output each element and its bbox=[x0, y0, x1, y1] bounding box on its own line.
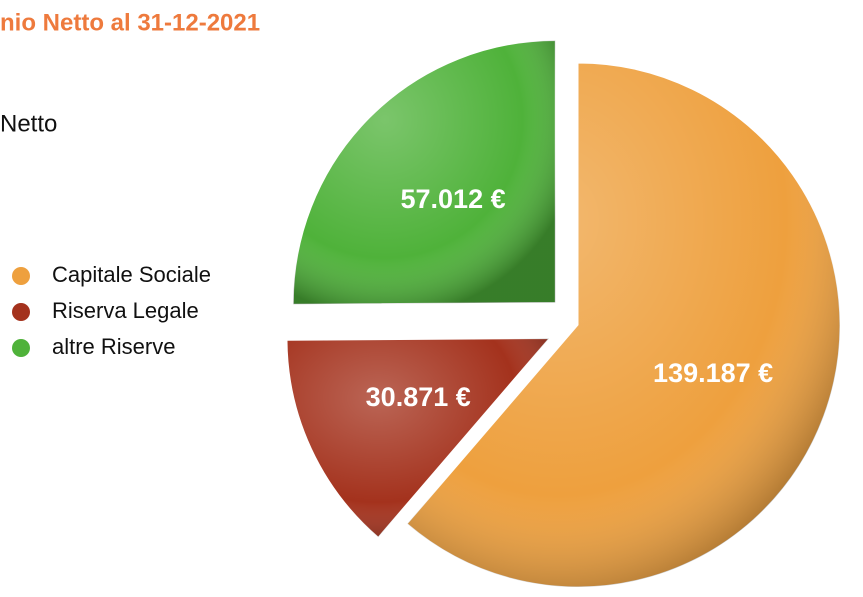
legend-label: Riserva Legale bbox=[52, 298, 199, 323]
legend-marker bbox=[12, 267, 30, 285]
legend-marker bbox=[12, 303, 30, 321]
legend-label: Capitale Sociale bbox=[52, 262, 211, 287]
legend-marker bbox=[12, 339, 30, 357]
chart-title: nio Netto al 31-12-2021 bbox=[0, 9, 260, 36]
data-label: 139.187 € bbox=[653, 358, 773, 388]
slice-shade bbox=[407, 63, 841, 588]
slice-shade bbox=[293, 40, 556, 305]
data-label: 57.012 € bbox=[401, 184, 506, 214]
slice-shade bbox=[286, 338, 549, 538]
pie: 139.187 € 30.871 € 57.012 € bbox=[286, 39, 841, 588]
data-label: 30.871 € bbox=[366, 382, 471, 412]
chart-subtitle: Netto bbox=[0, 110, 57, 137]
legend-label: altre Riserve bbox=[52, 334, 175, 359]
legend: Capitale Sociale Riserva Legale altre Rise… bbox=[12, 262, 211, 359]
